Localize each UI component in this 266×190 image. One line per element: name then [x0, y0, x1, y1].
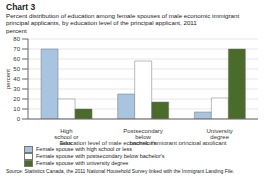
svg-text:percent: percent [8, 68, 11, 88]
svg-text:30: 30 [13, 86, 20, 92]
svg-text:10: 10 [13, 106, 20, 112]
svg-text:70: 70 [13, 46, 20, 52]
svg-text:0: 0 [17, 116, 21, 122]
svg-text:Universitydegree: Universitydegree [206, 128, 232, 140]
svg-text:60: 60 [13, 56, 20, 62]
svg-text:20: 20 [13, 96, 20, 102]
svg-text:Education level of male econom: Education level of male economic immigra… [59, 140, 226, 145]
svg-text:50: 50 [13, 66, 20, 72]
svg-text:40: 40 [13, 76, 20, 82]
svg-text:80: 80 [13, 36, 20, 42]
